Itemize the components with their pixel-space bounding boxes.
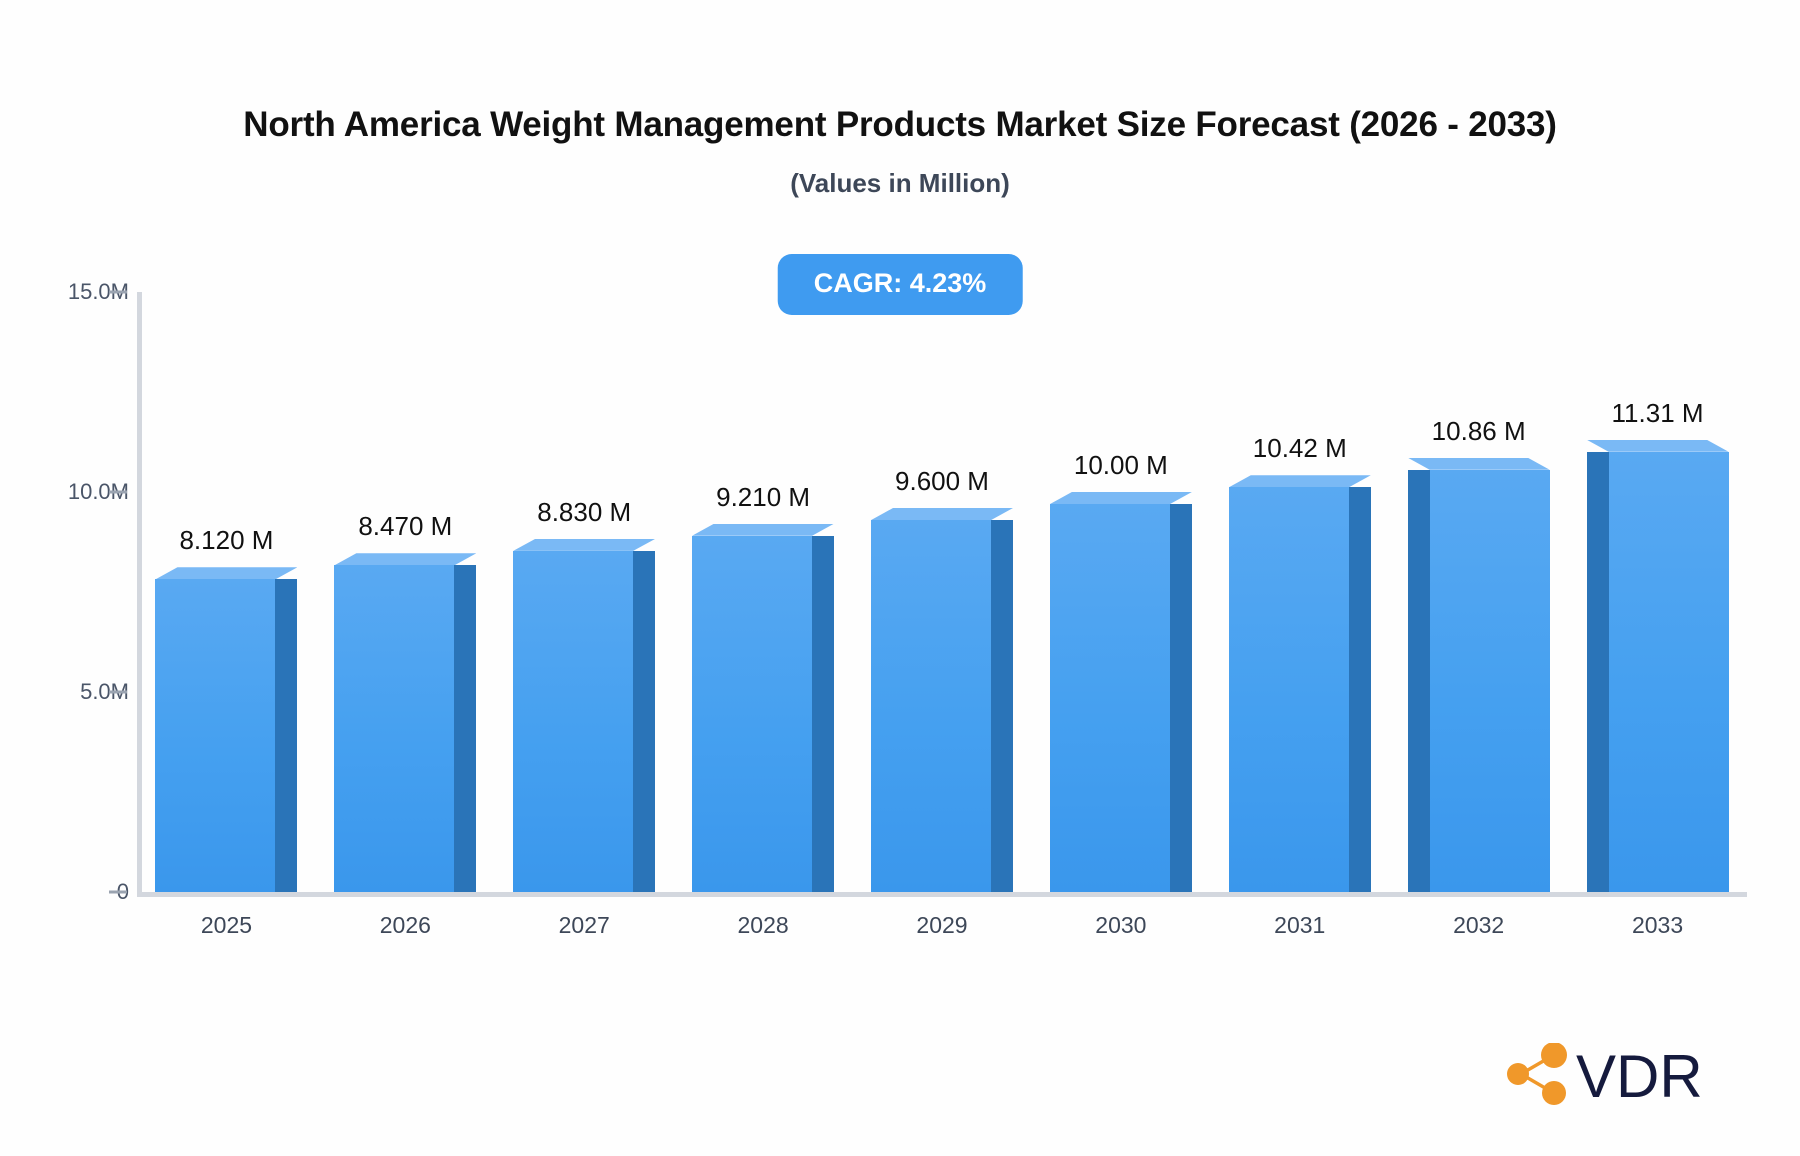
bar-front-face	[692, 535, 813, 892]
y-axis-line	[137, 292, 142, 892]
bar-side-face	[633, 550, 656, 892]
bar[interactable]	[137, 292, 1747, 892]
bar-top-cap	[692, 523, 835, 536]
bar-value-label: 9.600 M	[895, 466, 989, 496]
bar[interactable]	[137, 292, 1747, 892]
x-axis-label: 2025	[200, 912, 253, 938]
bar-side-face	[1348, 487, 1371, 892]
bar-front-face	[1049, 504, 1170, 892]
y-axis-tick-mark	[109, 690, 127, 694]
bar-side-face	[1407, 469, 1430, 892]
y-axis-tick-mark	[109, 290, 127, 294]
bar-front-face	[1429, 469, 1550, 892]
bar-side-face	[454, 565, 477, 892]
bar-value-label: 9.210 M	[716, 481, 811, 512]
bar[interactable]	[137, 292, 1747, 892]
cagr-badge: CAGR: 4.23%	[777, 254, 1023, 315]
bar-value-label: 10.86 M	[1431, 415, 1526, 446]
bar-side-face	[1586, 451, 1609, 892]
x-axis-line	[137, 892, 1747, 897]
share-network-icon	[1504, 1042, 1570, 1110]
bar-top-cap	[1049, 492, 1192, 505]
x-axis-label: 2030	[1095, 912, 1147, 938]
bar-front-face	[1228, 487, 1349, 892]
bar-value-label: 11.31 M	[1611, 397, 1704, 428]
x-axis-label: 2028	[737, 912, 789, 938]
x-axis-label: 2033	[1631, 912, 1684, 938]
bar-top-cap	[334, 553, 477, 566]
bar-side-face	[991, 520, 1013, 892]
bar[interactable]	[137, 292, 1747, 892]
bar[interactable]	[137, 292, 1747, 892]
bar-top-cap	[1586, 439, 1729, 452]
bar-side-face	[1169, 504, 1192, 892]
bar-top-cap	[1407, 457, 1550, 470]
vdr-logo: VDR	[1504, 1042, 1703, 1110]
chart-subtitle: (Values in Million)	[790, 168, 1010, 198]
bar-value-label: 8.470 M	[358, 511, 453, 542]
y-axis-tick-mark	[109, 490, 127, 494]
bar-top-cap	[513, 538, 656, 551]
x-axis-label: 2026	[379, 912, 431, 938]
bar-front-face	[871, 520, 991, 892]
x-axis-label: 2027	[558, 912, 610, 938]
bar-value-label: 10.42 M	[1252, 433, 1347, 464]
bar-value-label: 8.830 M	[537, 496, 632, 527]
bar[interactable]	[137, 292, 1747, 892]
x-axis-label: 2031	[1274, 912, 1326, 938]
bar-front-face	[155, 579, 276, 892]
bar-front-face	[513, 550, 634, 892]
bar-top-cap	[155, 567, 298, 580]
bar-front-face	[1608, 451, 1729, 892]
bar[interactable]	[137, 292, 1747, 892]
bar-top-cap	[1228, 475, 1371, 488]
x-axis-label: 2032	[1453, 912, 1505, 938]
bar-side-face	[812, 535, 835, 892]
bar[interactable]	[137, 292, 1747, 892]
y-axis-tick-mark	[109, 890, 127, 894]
bar[interactable]	[137, 292, 1747, 892]
bar-front-face	[334, 565, 455, 892]
x-axis-label: 2029	[916, 912, 968, 938]
bar-top-cap	[871, 508, 1013, 521]
bar-value-label: 8.120 M	[179, 525, 274, 556]
logo-text: VDR	[1576, 1042, 1703, 1110]
chart-title: North America Weight Management Products…	[243, 105, 1557, 144]
bar-value-label: 10.00 M	[1073, 450, 1168, 480]
bar-side-face	[275, 579, 298, 892]
